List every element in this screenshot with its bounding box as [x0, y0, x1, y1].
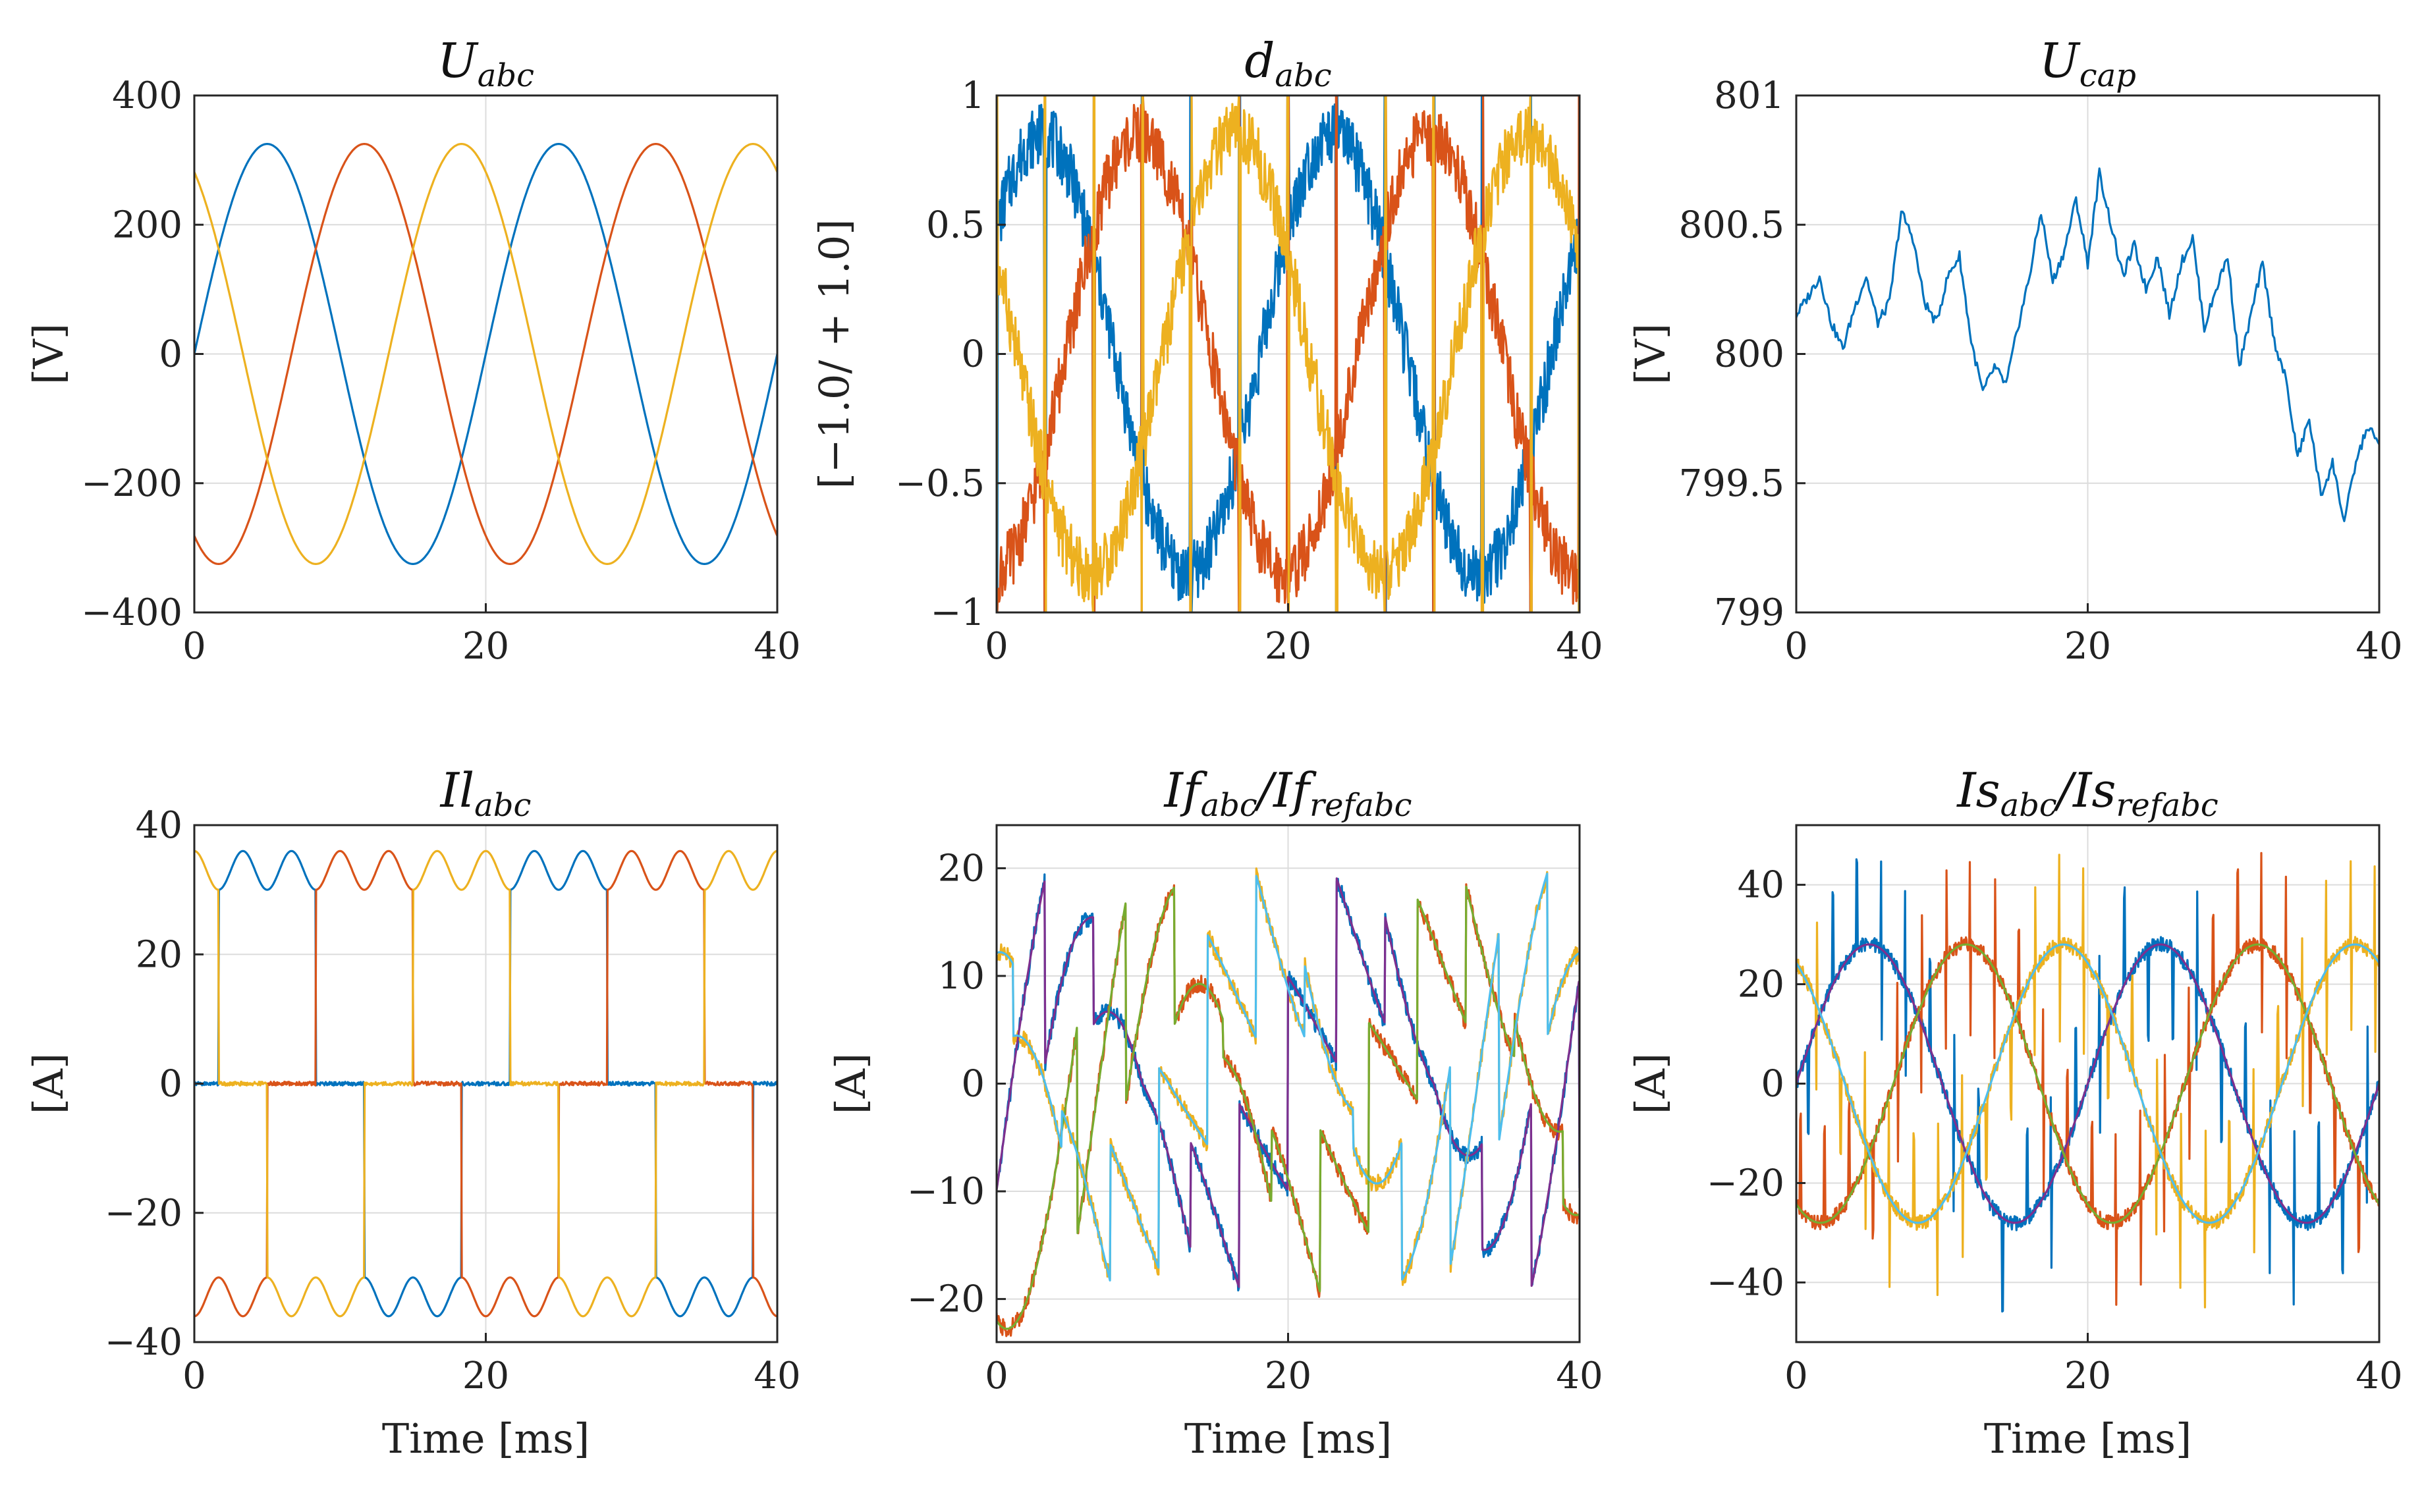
subplot-dabc: 0 20 40 −1 −0.5 0 0.5 1 dabc [−1.0/ + 1.0]: [810, 33, 1603, 668]
x-axis-label: Time [ms]: [1984, 1415, 2191, 1463]
x-tick-label: 20: [2064, 1355, 2111, 1397]
subplot-ilabc: 0 20 40 −40 −20 0 20 40 Ilabc [A] Time [ms]: [24, 763, 801, 1463]
x-tick-label: 40: [754, 1355, 800, 1397]
series-line-is-ref-b: [1796, 943, 2379, 1224]
y-tick-label: 0: [1761, 1063, 1784, 1106]
subplot-title: Ifabc/Ifrefabc: [1163, 763, 1412, 824]
x-tick-label: 20: [1265, 625, 1311, 668]
subplot-ucap: 0 20 40 799 799.5 800 800.5 801 Ucap [V]: [1626, 33, 2403, 668]
x-tick-label: 20: [2064, 625, 2111, 668]
y-tick-label: 800: [1714, 333, 1784, 376]
x-axis-label: Time [ms]: [382, 1415, 590, 1463]
x-tick-label: 0: [182, 1355, 206, 1397]
series-line-u-a: [194, 143, 777, 565]
series-group: [997, 867, 1580, 1337]
y-tick-label: 0: [961, 333, 985, 376]
y-tick-label: −200: [81, 462, 182, 505]
y-tick-label: 801: [1714, 74, 1784, 117]
y-tick-label: −20: [907, 1278, 985, 1321]
subplot-title: Ucap: [2039, 33, 2136, 94]
series-line-u-b: [194, 143, 777, 565]
x-tick-label: 0: [182, 625, 206, 668]
series-line-if-ref-b: [997, 886, 1580, 1330]
y-tick-label: 0: [159, 1063, 182, 1106]
subplot-uabc: 0 20 40 −400 −200 0 200 400 Uabc [V]: [24, 33, 801, 668]
y-tick-label: 0: [159, 333, 182, 376]
y-tick-label: 400: [112, 74, 182, 117]
series-line-is-a: [1796, 858, 2379, 1313]
y-axis-label: [A]: [827, 1053, 875, 1114]
series-line-il-b: [194, 850, 777, 1318]
y-tick-label: −0.5: [895, 462, 985, 505]
series-line-is-ref-c: [1796, 943, 2379, 1224]
series-line-il-a: [194, 850, 777, 1318]
y-tick-label: 0.5: [926, 203, 985, 246]
y-tick-label: 1: [961, 74, 985, 117]
series-group: [1796, 167, 2379, 522]
subplot-isabc: 0 20 40 −40 −20 0 20 40 Isabc/Isrefabc [A] Time [m…: [1626, 763, 2403, 1463]
y-tick-label: 200: [112, 203, 182, 246]
subplot-title: Uabc: [437, 33, 534, 94]
y-axis-label: [A]: [1626, 1053, 1674, 1114]
x-tick-label: 0: [1784, 625, 1808, 668]
x-axis-label: Time [ms]: [1184, 1415, 1392, 1463]
y-tick-label: 40: [136, 804, 182, 847]
y-tick-label: 40: [1738, 864, 1784, 907]
x-tick-label: 20: [1265, 1355, 1311, 1397]
y-tick-label: 20: [938, 847, 985, 890]
y-tick-label: 0: [961, 1063, 985, 1106]
y-tick-label: −20: [1707, 1162, 1784, 1204]
x-tick-label: 0: [985, 625, 1008, 668]
y-tick-label: −20: [105, 1192, 182, 1235]
series-line-is-c: [1796, 853, 2379, 1309]
y-tick-label: 10: [938, 955, 985, 998]
y-axis-label: [V]: [1626, 323, 1674, 385]
y-axis-label: [A]: [24, 1053, 72, 1114]
subplot-ifabc: 0 20 40 −20 −10 0 10 20 Ifabc/Ifrefabc [A] Time [m…: [827, 763, 1603, 1463]
y-tick-label: 20: [1738, 963, 1784, 1006]
x-tick-label: 40: [2355, 625, 2402, 668]
series-line-is-ref-a: [1796, 943, 2379, 1224]
series-group: [194, 143, 777, 565]
series-group: [1796, 851, 2379, 1313]
x-tick-label: 20: [462, 625, 509, 668]
y-tick-label: 800.5: [1679, 203, 1784, 246]
x-tick-label: 40: [2355, 1355, 2402, 1397]
series-line-il-c: [194, 850, 777, 1318]
series-line-if-ref-a: [997, 877, 1580, 1288]
y-axis-label: [V]: [24, 323, 72, 385]
x-tick-label: 40: [1556, 625, 1603, 668]
y-tick-label: −40: [105, 1321, 182, 1364]
y-tick-label: 799.5: [1679, 462, 1784, 505]
x-tick-label: 20: [462, 1355, 509, 1397]
series-group: [194, 850, 777, 1318]
y-tick-label: −400: [81, 591, 182, 634]
y-axis-label: [−1.0/ + 1.0]: [810, 219, 858, 489]
series-line-if-ref-c: [997, 873, 1580, 1282]
x-tick-label: 40: [1556, 1355, 1603, 1397]
y-tick-label: −10: [907, 1170, 985, 1213]
subplot-title: Ilabc: [439, 763, 532, 824]
series-line-u-c: [194, 143, 777, 565]
series-line-u-cap: [1796, 167, 2379, 522]
x-tick-label: 0: [1784, 1355, 1808, 1397]
x-tick-label: 0: [985, 1355, 1008, 1397]
y-tick-label: 20: [136, 933, 182, 976]
subplot-title: Isabc/Isrefabc: [1956, 763, 2218, 824]
x-tick-label: 40: [754, 625, 800, 668]
y-tick-label: −1: [930, 591, 985, 634]
subplot-title: dabc: [1244, 33, 1331, 94]
y-tick-label: −40: [1707, 1261, 1784, 1304]
y-tick-label: 799: [1714, 591, 1784, 634]
